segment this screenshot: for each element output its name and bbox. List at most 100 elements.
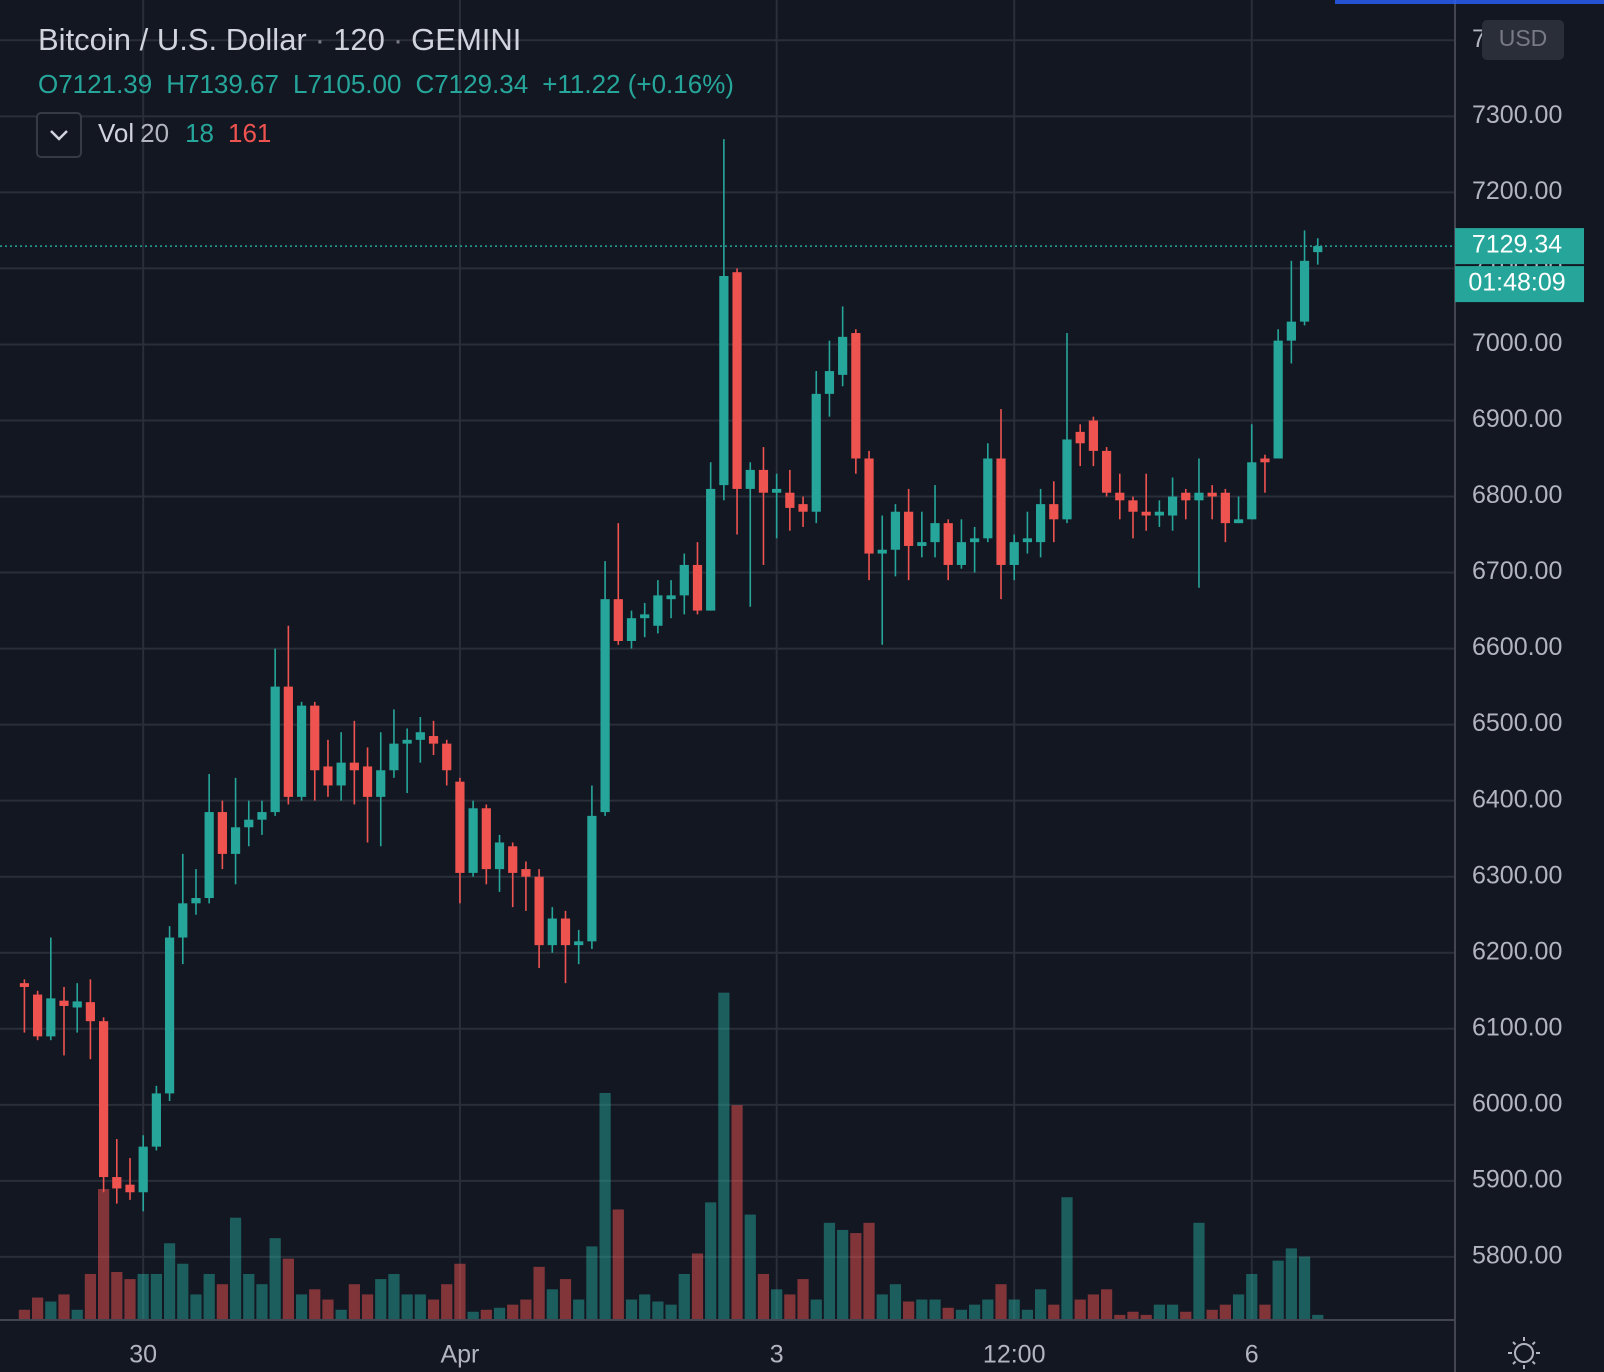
volume-bar — [639, 1294, 651, 1320]
candle-body — [1088, 420, 1098, 451]
volume-bar — [678, 1273, 690, 1320]
candle-body — [59, 1000, 69, 1006]
volume-bar — [612, 1209, 624, 1320]
candle-body — [415, 732, 425, 740]
candle-body — [1128, 500, 1138, 512]
separator: · — [315, 22, 325, 57]
volume-bar — [177, 1263, 189, 1320]
volume-bar — [1061, 1197, 1073, 1320]
volume-bar — [335, 1309, 347, 1320]
candle-body — [296, 705, 307, 797]
open: O7121.39 — [38, 69, 152, 99]
volume-bar — [1127, 1311, 1139, 1320]
volume-bar — [863, 1222, 875, 1320]
candle-body — [1207, 492, 1217, 497]
y-tick-label: 6800.00 — [1472, 481, 1562, 509]
toolbar-indicator — [1335, 0, 1604, 4]
symbol: Bitcoin / U.S. Dollar — [38, 22, 307, 57]
volume-bar — [441, 1284, 453, 1320]
volume-bar — [1114, 1314, 1126, 1320]
volume-current: 18 — [185, 118, 214, 148]
candle-body — [85, 1002, 96, 1022]
candle-body — [178, 903, 188, 938]
volume-bar — [1219, 1304, 1231, 1320]
settings-icon[interactable] — [1508, 1337, 1540, 1369]
currency-label: USD — [1499, 25, 1548, 51]
y-tick-label: 6200.00 — [1472, 937, 1562, 965]
y-tick-label: 5900.00 — [1472, 1165, 1562, 1193]
volume-bar — [1035, 1289, 1047, 1320]
volume-bar — [1298, 1256, 1311, 1320]
exchange: GEMINI — [411, 22, 521, 57]
y-tick-label: 6400.00 — [1472, 785, 1562, 813]
candle-body — [244, 819, 254, 828]
chevron-icon — [50, 130, 68, 141]
currency-button[interactable] — [1482, 20, 1564, 60]
candle-body — [890, 511, 901, 550]
candle-body — [1036, 504, 1046, 543]
volume-bar — [348, 1284, 360, 1320]
candle-body — [864, 458, 874, 554]
candle-body — [164, 937, 175, 1094]
candle-body — [917, 542, 927, 546]
volume-bar — [269, 1238, 281, 1320]
volume-bar — [995, 1284, 1007, 1320]
volume-bar — [229, 1217, 242, 1320]
candle-body — [19, 983, 30, 987]
volume-bar — [71, 1309, 83, 1320]
volume-bar — [665, 1304, 677, 1320]
candle-body — [904, 511, 914, 546]
x-tick-label: Apr — [440, 1341, 479, 1369]
y-tick-label: 7000.00 — [1472, 329, 1562, 357]
volume-bar — [1259, 1304, 1271, 1320]
candle-body — [745, 469, 755, 489]
volume-bar — [586, 1246, 598, 1320]
y-tick-label: 7200.00 — [1472, 177, 1562, 205]
y-tick-label: 6300.00 — [1472, 861, 1562, 889]
candle-body — [560, 918, 571, 946]
candle-body — [257, 812, 267, 820]
ohlc-legend: O7121.39 H7139.67 L7105.00 C7129.34 +11.22 (… — [38, 69, 734, 99]
volume-bar — [757, 1273, 770, 1320]
candle-body — [72, 1001, 82, 1008]
candle-body — [1260, 458, 1270, 463]
candle-body — [310, 705, 320, 771]
candle-body — [349, 762, 359, 771]
countdown-label: 01:48:09 — [1468, 269, 1565, 297]
volume-bar — [256, 1284, 268, 1320]
high: H7139.67 — [166, 69, 279, 99]
y-tick-label: 7300.00 — [1472, 101, 1562, 129]
candles — [19, 139, 1323, 1212]
volume-bar — [282, 1258, 294, 1320]
candle-body — [402, 739, 412, 744]
countdown-box — [1455, 266, 1584, 303]
collapse-button[interactable] — [36, 112, 82, 158]
volume-bar — [1021, 1309, 1034, 1320]
volume-bar — [599, 1092, 611, 1320]
volume-bar — [361, 1294, 374, 1320]
candle-body — [283, 686, 293, 797]
close: C7129.34 — [415, 69, 528, 99]
candle-body — [46, 998, 56, 1037]
volume-bar — [414, 1294, 426, 1320]
volume-bar — [889, 1284, 902, 1320]
volume-label: Vol — [98, 118, 134, 148]
volume-bar — [1285, 1248, 1297, 1320]
volume-bar — [163, 1243, 176, 1320]
volume-bar — [823, 1222, 836, 1320]
candle-body — [98, 1021, 109, 1178]
candle-body — [138, 1146, 148, 1193]
y-tick-label: 6500.00 — [1472, 709, 1562, 737]
change: +11.22 (+0.16%) — [542, 69, 734, 99]
candle-body — [851, 333, 861, 459]
volume-bar — [493, 1307, 506, 1320]
candle-body — [653, 595, 663, 626]
volume-bar — [1100, 1289, 1113, 1320]
volume-bar — [652, 1301, 664, 1320]
candle-body — [983, 458, 993, 539]
candle-body — [1062, 439, 1072, 520]
volume-bar — [731, 1105, 743, 1320]
candle-body — [1286, 321, 1296, 341]
last-price-label: 7129.34 — [1472, 231, 1562, 259]
